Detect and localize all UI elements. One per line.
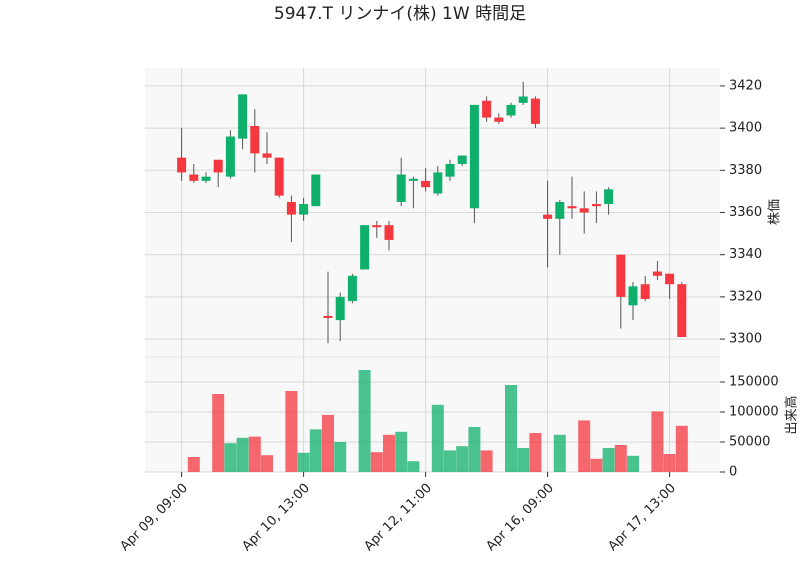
volume-bar [285,391,298,472]
candle-body [274,157,284,196]
candle-body [347,275,357,302]
volume-bar [431,404,444,472]
y2-axis-label: 出来高 [784,395,800,434]
volume-bar [358,370,371,472]
candle-body [372,225,382,228]
y-tick-label: 3360 [729,205,762,220]
y-tick-label: 3300 [729,332,762,347]
volume-bar [578,420,591,472]
y2-tick-label: 0 [729,465,737,480]
candle-body [640,284,650,299]
volume-bar [187,457,200,472]
volume-bar [480,450,493,472]
candle-body [628,286,638,306]
x-tick-label: Apr 10, 13:00 [239,481,312,554]
x-tick-label: Apr 17, 13:00 [605,481,678,554]
y-tick-label: 3340 [729,247,762,262]
candle-body [213,159,223,173]
candle-body [494,117,504,122]
volume-bar [553,434,566,472]
candle-body [360,225,370,270]
candle-body [445,163,455,177]
candle-body [604,189,614,205]
volume-bar [602,448,615,472]
candle-body [677,284,687,337]
y-axis-label: 株価 [768,199,783,225]
candle-body [323,315,333,318]
candle-body [250,126,260,154]
volume-bar [395,431,408,472]
volume-bar [224,443,237,472]
chart-title: 5947.T リンナイ(株) 1W 時間足 [274,4,526,24]
volume-bar [517,448,530,472]
volume-bar [663,454,676,472]
volume-bar [236,437,249,472]
volume-bar [334,442,347,472]
y-tick-label: 3320 [729,289,762,304]
candle-body [189,174,199,181]
y2-tick-label: 150000 [729,375,779,390]
candle-body [262,153,272,158]
y-tick-label: 3420 [729,78,762,93]
candle-body [421,180,431,188]
volume-bar [248,436,261,472]
candle-body [335,296,345,321]
volume-bar [309,429,322,472]
candle-body [652,271,662,276]
candle-body [311,174,321,207]
volume-bar [322,415,334,472]
candle-body [665,273,675,285]
candle-body [201,176,211,181]
candle-body [469,104,479,209]
volume-bar [614,445,627,472]
y-tick-label: 3400 [729,121,762,136]
candle-body [579,208,589,213]
volume-bar [297,452,310,472]
volume-bar [383,434,395,472]
volume-bar [444,450,456,472]
volume-bar [627,455,639,472]
volume-bar [261,455,273,472]
candle-body [384,225,394,240]
volume-bar [590,458,603,472]
y2-tick-label: 100000 [729,405,779,420]
candle-body [457,155,467,164]
volume-bar [651,411,664,472]
y2-tick-label: 50000 [729,435,770,450]
candle-body [396,174,406,202]
candle-body [555,201,565,219]
candle-body [299,204,309,215]
candle-body [482,100,492,118]
candle-body [543,214,553,219]
volume-bar [212,394,225,472]
volume-bar [456,446,469,472]
candle-body [177,157,187,173]
candle-body [567,206,577,209]
candle-body [518,96,528,103]
y-tick-label: 3380 [729,163,762,178]
candle-body [286,201,296,215]
x-tick-label: Apr 16, 09:00 [483,481,556,554]
x-tick-label: Apr 12, 11:00 [361,481,434,554]
candle-body [506,104,516,116]
volume-bar [468,427,481,472]
candle-body [433,172,443,194]
volume-bar [407,461,420,472]
volume-bar [529,433,542,472]
candle-body [530,98,540,124]
candle-body [408,178,418,181]
volume-bar [370,452,383,472]
candle-body [616,254,626,297]
x-tick-label: Apr 09, 09:00 [117,481,190,554]
candle-body [238,94,248,139]
volume-bar [675,425,688,472]
volume-bar [505,385,517,472]
candle-body [591,204,601,207]
candle-body [225,136,235,177]
